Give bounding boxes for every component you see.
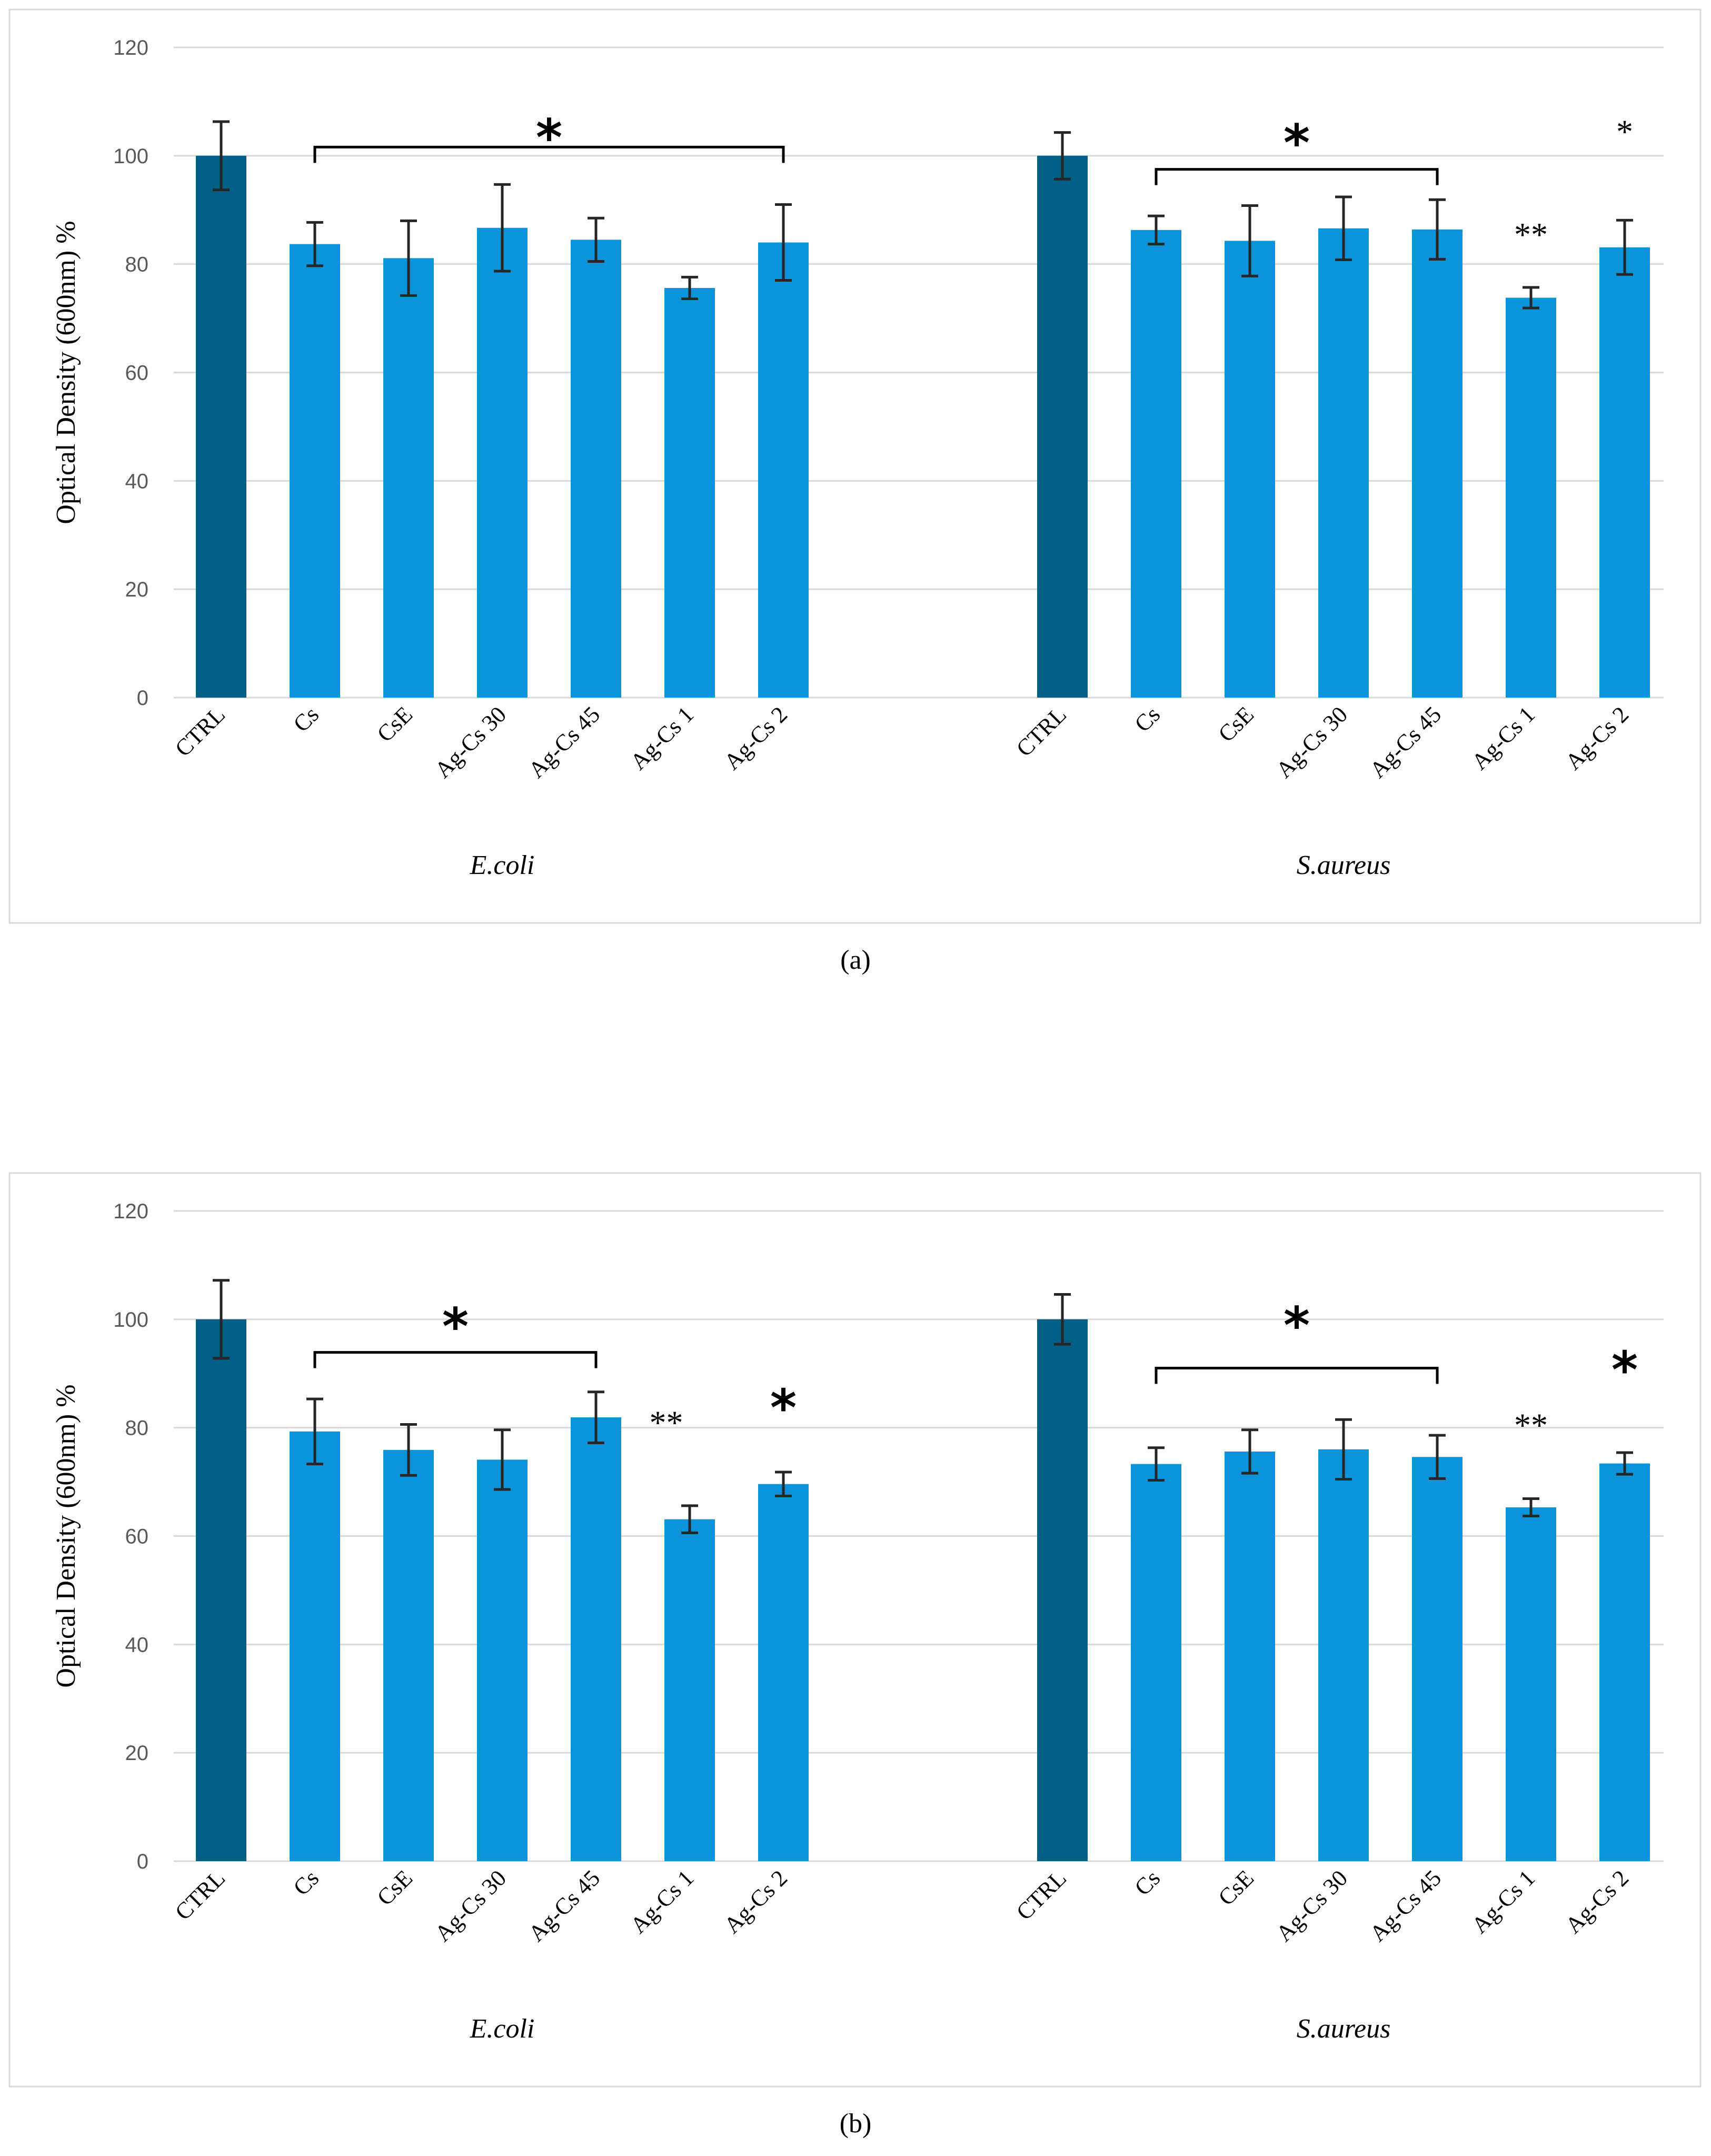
y-tick-label: 40 (125, 1633, 149, 1656)
y-tick-label: 60 (125, 362, 149, 385)
y-tick-label: 80 (125, 1417, 149, 1440)
significance-marker: * (1611, 1341, 1638, 1400)
significance-marker: ** (650, 1404, 683, 1441)
panel-caption: (a) (840, 945, 871, 975)
significance-bracket (1155, 168, 1439, 185)
y-tick-label: 60 (125, 1525, 149, 1548)
y-tick-label: 20 (125, 1742, 149, 1765)
y-tick-label: 100 (113, 145, 148, 168)
bar (758, 1484, 809, 1861)
y-tick-label: 80 (125, 253, 149, 276)
y-tick-label: 20 (125, 578, 149, 601)
y-tick-label: 0 (137, 687, 148, 710)
bar (383, 1449, 434, 1861)
y-axis-label: Optical Density (600nm) % (51, 1384, 81, 1687)
bar (1412, 229, 1463, 698)
significance-marker: * (1284, 1296, 1310, 1355)
significance-marker: * (442, 1297, 469, 1356)
significance-marker: * (770, 1379, 797, 1438)
bar (477, 227, 528, 698)
bar (1131, 1464, 1181, 1861)
significance-bracket (1155, 1366, 1439, 1384)
y-tick-label: 40 (125, 470, 149, 493)
significance-marker: ** (1514, 216, 1548, 253)
y-tick-label: 100 (113, 1308, 148, 1332)
group-label: S.aureus (1297, 850, 1391, 880)
bar (1599, 1463, 1650, 1861)
chart-panel-a: 0 20 40 60 80 100 120 Optical Density (600nm) %… (8, 8, 1702, 975)
bar (664, 1519, 715, 1861)
bar (1412, 1457, 1463, 1861)
bar (196, 1319, 246, 1861)
bar (758, 242, 809, 698)
bar (1506, 297, 1556, 698)
bar (290, 1431, 340, 1861)
bar (1037, 155, 1088, 698)
bar (1225, 1451, 1275, 1861)
bar (1318, 228, 1369, 698)
significance-marker: * (1284, 114, 1310, 173)
bar (196, 155, 246, 698)
group-label: E.coli (470, 850, 535, 880)
y-tick-label: 0 (137, 1850, 148, 1873)
significance-marker: * (536, 108, 562, 167)
y-tick-label: 120 (113, 36, 148, 59)
y-tick-label: 120 (113, 1200, 148, 1223)
group-label: S.aureus (1297, 2014, 1391, 2044)
bar (571, 240, 621, 698)
group-label: E.coli (470, 2014, 535, 2044)
bar (1506, 1507, 1556, 1861)
panel-caption: (b) (840, 2109, 872, 2139)
bar (383, 258, 434, 698)
bar (571, 1417, 621, 1861)
significance-marker: ** (1514, 1407, 1548, 1444)
bar (1131, 230, 1181, 698)
bar (290, 244, 340, 698)
bar (1225, 241, 1275, 698)
chart-panel-b: 0 20 40 60 80 100 120 Optical Density (600nm) %… (8, 1172, 1702, 2139)
bar (1599, 247, 1650, 698)
significance-marker: * (1616, 113, 1633, 151)
bar (477, 1459, 528, 1861)
bar (1318, 1449, 1369, 1861)
bar (1037, 1319, 1088, 1861)
significance-bracket (313, 1351, 598, 1368)
y-axis-label: Optical Density (600nm) % (51, 221, 81, 524)
bar (664, 287, 715, 698)
significance-bracket (313, 145, 785, 163)
